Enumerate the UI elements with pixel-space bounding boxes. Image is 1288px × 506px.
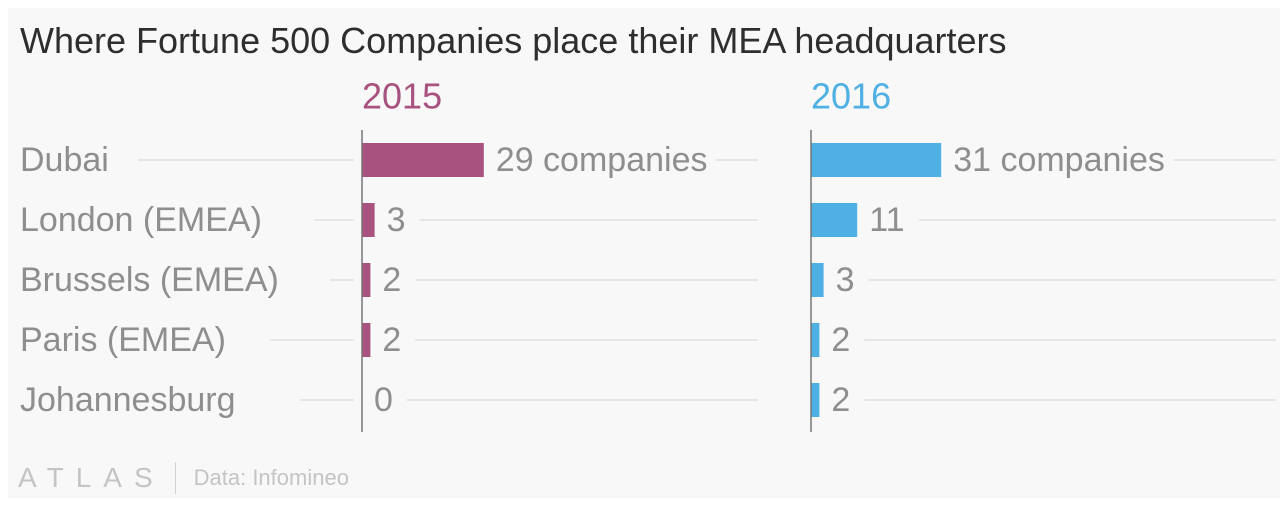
- bar: [811, 263, 824, 297]
- bar: [811, 323, 820, 357]
- bar: [362, 203, 375, 237]
- chart-title: Where Fortune 500 Companies place their …: [20, 20, 1007, 61]
- value-label: 3: [836, 261, 855, 299]
- footer-divider: [174, 462, 176, 494]
- brand-logo: ATLAS: [18, 462, 165, 493]
- value-label: 0: [374, 381, 393, 419]
- data-source: Data: Infomineo: [193, 465, 349, 490]
- category-label: Brussels (EMEA): [20, 261, 279, 299]
- category-label: Paris (EMEA): [20, 321, 226, 359]
- value-label: 2: [382, 321, 401, 359]
- value-label: 29 companies: [496, 141, 708, 179]
- category-label: Johannesburg: [20, 381, 236, 419]
- chart-frame: Where Fortune 500 Companies place their …: [8, 8, 1280, 498]
- chart-footer: ATLAS Data: Infomineo: [18, 460, 349, 496]
- value-label: 31 companies: [953, 141, 1165, 179]
- bar: [811, 203, 858, 237]
- series-header: 2016: [811, 76, 891, 117]
- bar-chart: Dubai London (EMEA) Brussels (EMEA) Paris (…: [20, 76, 1276, 432]
- bar: [811, 383, 820, 417]
- bar: [362, 143, 484, 177]
- value-label: 2: [831, 381, 850, 419]
- category-label: Dubai: [20, 141, 109, 179]
- bar: [811, 143, 942, 177]
- value-label: 11: [869, 201, 904, 239]
- bar: [362, 323, 371, 357]
- value-label: 2: [382, 261, 401, 299]
- bar: [362, 263, 371, 297]
- value-label: 2: [831, 321, 850, 359]
- value-label: 3: [387, 201, 406, 239]
- series-header: 2015: [362, 76, 442, 117]
- category-label: London (EMEA): [20, 201, 262, 239]
